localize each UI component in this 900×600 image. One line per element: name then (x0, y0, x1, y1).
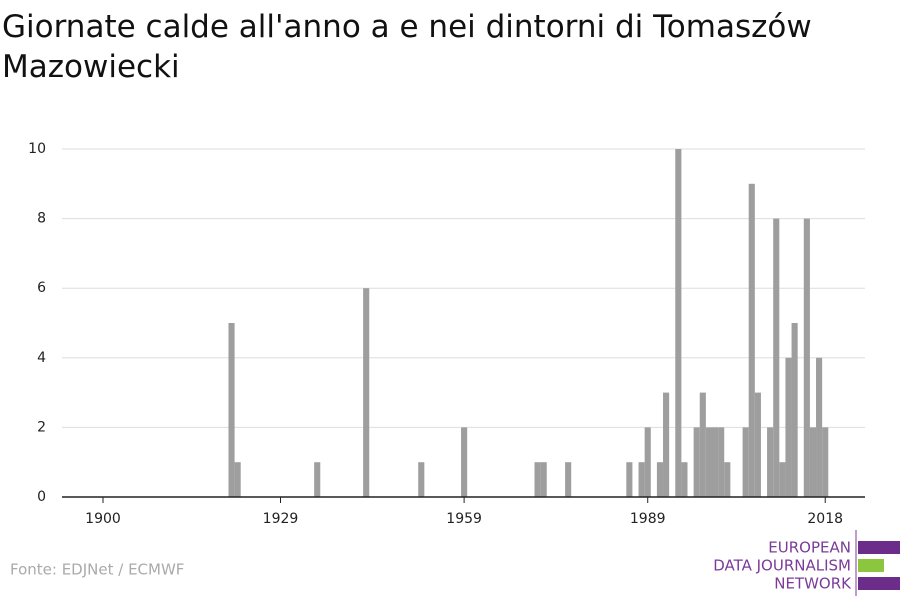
bar (705, 427, 712, 497)
bar (748, 183, 755, 498)
x-tick-label: 1929 (263, 511, 299, 527)
bar (534, 462, 541, 497)
bar (656, 462, 664, 497)
bar (724, 462, 731, 497)
bar (228, 323, 235, 497)
bar (461, 427, 468, 497)
x-tick-label: 1989 (630, 511, 666, 527)
bar (809, 427, 817, 497)
y-tick-label: 10 (28, 141, 46, 157)
bar (663, 392, 670, 497)
logo-text: DATA JOURNALISM (713, 557, 851, 575)
x-tick-label: 2018 (807, 511, 843, 527)
y-tick-label: 4 (37, 350, 46, 366)
bar (681, 462, 688, 497)
source: Fonte: EDJNet / ECMWF (10, 561, 184, 579)
x-tick-label: 1900 (85, 511, 121, 527)
bar (699, 392, 706, 497)
logo-bar (858, 559, 884, 572)
bar (773, 218, 780, 497)
logo-text: EUROPEAN (768, 539, 851, 557)
bar (363, 288, 370, 497)
bar (791, 323, 798, 497)
bar (754, 392, 761, 497)
bar (803, 218, 810, 497)
bar (644, 427, 651, 497)
logo-text: NETWORK (774, 575, 852, 593)
bar (742, 427, 749, 497)
bar (234, 462, 241, 497)
bar (711, 427, 719, 497)
bar (565, 462, 572, 497)
y-tick-label: 8 (37, 211, 46, 227)
y-tick-label: 6 (37, 280, 46, 296)
logo-bar (858, 541, 900, 554)
y-tick-label: 0 (37, 489, 46, 505)
chart-title: Giornate calde all'anno a e nei dintorni… (2, 9, 812, 85)
bar (638, 462, 645, 497)
bar (767, 427, 774, 497)
bar (822, 427, 829, 497)
logo-bar (858, 577, 900, 590)
bar (816, 357, 823, 497)
bar (779, 462, 786, 497)
bar (626, 462, 633, 497)
bar (418, 462, 425, 497)
x-tick-label: 1959 (446, 511, 482, 527)
bar (314, 462, 321, 497)
bar (540, 462, 547, 497)
bar (718, 427, 725, 497)
bar (785, 357, 792, 497)
logo: EUROPEAN DATA JOURNALISM NETWORK (713, 530, 900, 596)
bar (675, 149, 682, 497)
y-tick-label: 2 (37, 419, 46, 435)
bar (693, 427, 700, 497)
